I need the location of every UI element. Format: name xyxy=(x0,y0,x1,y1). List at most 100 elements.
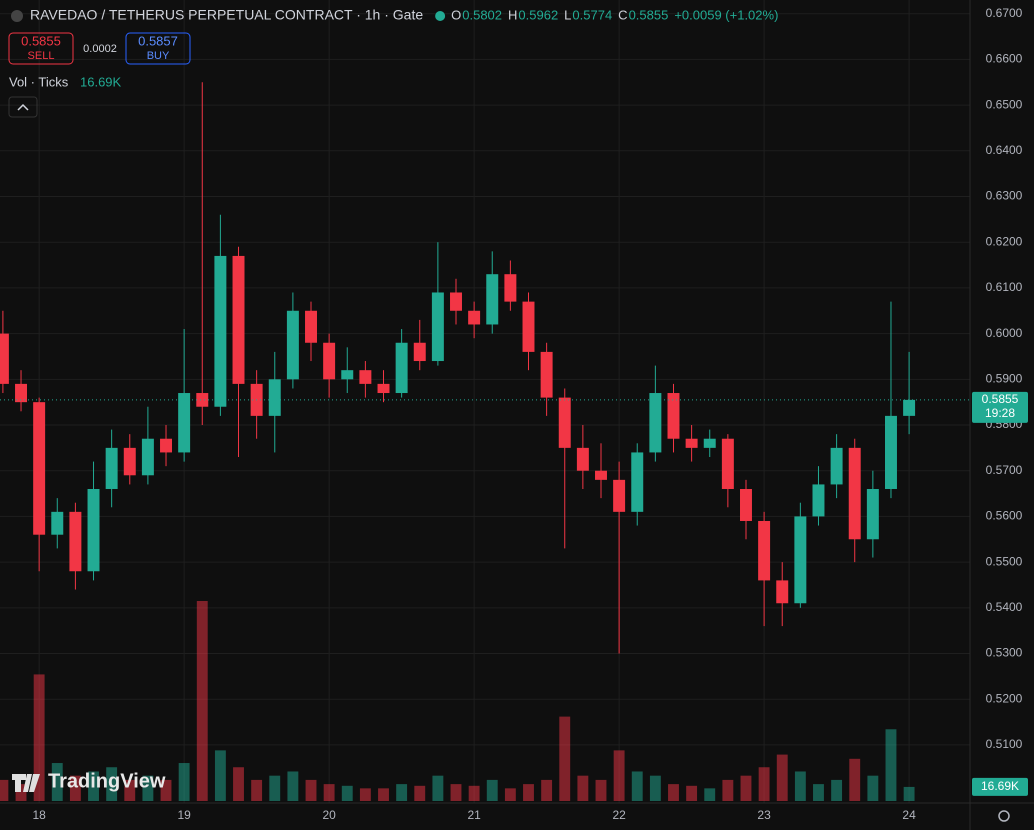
volume-bar xyxy=(341,785,353,801)
y-tick-label: 0.6100 xyxy=(986,280,1023,294)
candle-body xyxy=(323,342,336,380)
buy-box[interactable] xyxy=(125,32,191,65)
volume-bar xyxy=(523,784,534,801)
sell-label[interactable]: SELL xyxy=(28,50,55,62)
volume-bar xyxy=(595,779,607,801)
collapse-icon[interactable] xyxy=(17,103,29,111)
volume-bar xyxy=(69,775,81,801)
volume-bar xyxy=(214,750,226,801)
y-tick-label: 0.5200 xyxy=(986,691,1023,705)
candle-body xyxy=(395,342,408,394)
candle-body xyxy=(214,255,227,407)
volume-bar xyxy=(287,771,299,801)
candle-body xyxy=(721,438,734,489)
countdown: 19:28 xyxy=(985,406,1015,420)
candle-body xyxy=(341,370,354,380)
chart-title: RAVEDAO / TETHERUS PERPETUAL CONTRACT · … xyxy=(30,7,423,23)
candle-body xyxy=(830,447,843,485)
volume-bar xyxy=(233,767,244,801)
volume-bar xyxy=(885,729,897,801)
volume-bar xyxy=(396,784,408,801)
volume-bar xyxy=(813,784,824,801)
header: RAVEDAO / TETHERUS PERPETUAL CONTRACT · … xyxy=(11,7,778,23)
candle-body xyxy=(848,447,861,540)
candle-body xyxy=(450,292,462,311)
sell-button[interactable]: 0.5855 SELL xyxy=(8,32,74,65)
collapse-box[interactable] xyxy=(8,96,38,118)
collapse-button[interactable] xyxy=(8,96,38,118)
candle-body xyxy=(377,383,390,394)
volume-bar xyxy=(831,779,843,801)
watermark: TradingView xyxy=(12,770,166,792)
y-tick-label: 0.6200 xyxy=(986,234,1023,248)
candle-body xyxy=(51,511,64,535)
ohlc-label: O xyxy=(451,7,461,22)
x-tick-label: 20 xyxy=(322,808,336,822)
buy-button[interactable]: 0.5857 BUY xyxy=(125,32,191,65)
ohlc-value: 0.5855 xyxy=(629,7,669,22)
volume-bar xyxy=(51,763,63,801)
volume-bar xyxy=(668,784,679,801)
sell-box[interactable] xyxy=(8,32,74,65)
candle-body xyxy=(268,379,281,416)
status-dot xyxy=(435,11,446,21)
candle-body xyxy=(486,274,499,325)
volume-bar xyxy=(740,775,752,801)
volume-bar xyxy=(541,779,553,801)
ohlc-label: H xyxy=(508,7,517,22)
settings-icon xyxy=(998,810,1010,822)
volume-tag-label: 16.69K xyxy=(981,779,1019,793)
candle-body xyxy=(595,470,607,480)
candle-body xyxy=(33,402,46,535)
volume-bar xyxy=(323,784,335,801)
buy-price[interactable]: 0.5857 xyxy=(138,33,178,48)
y-tick-label: 0.6700 xyxy=(986,6,1023,20)
volume-bar xyxy=(649,775,661,801)
logo xyxy=(12,774,40,792)
candle-body xyxy=(15,383,28,403)
volume-bar xyxy=(776,754,788,801)
candle-body xyxy=(812,484,825,517)
x-tick-label: 24 xyxy=(902,808,916,822)
volume-bar xyxy=(794,771,806,801)
volume-bar xyxy=(269,775,281,801)
volume-bar xyxy=(559,716,571,801)
volume-bar xyxy=(486,779,498,801)
y-tick-label: 0.6000 xyxy=(986,326,1023,340)
volume-bar xyxy=(849,758,861,801)
volume-bar xyxy=(160,779,172,801)
candle-body xyxy=(141,438,154,476)
volume-bar xyxy=(196,601,208,801)
candle-body xyxy=(667,393,680,439)
candle-body xyxy=(740,488,752,521)
volume-pane xyxy=(0,601,915,801)
sell-price[interactable]: 0.5855 xyxy=(21,33,61,48)
candle-body xyxy=(576,447,589,471)
volume-bar xyxy=(88,771,99,801)
candle-body xyxy=(178,393,191,453)
candle-body xyxy=(196,393,209,407)
candle-body xyxy=(540,351,553,398)
volume-bar xyxy=(903,786,915,801)
watermark-text: TradingView xyxy=(48,770,166,792)
candle-body xyxy=(685,438,698,448)
volume-bar xyxy=(432,775,444,801)
volume-bar xyxy=(758,767,770,801)
volume-bar xyxy=(33,674,45,801)
x-tick-label: 19 xyxy=(177,808,191,822)
candle-body xyxy=(703,438,716,448)
candle-body xyxy=(431,292,444,362)
candle-body xyxy=(87,488,100,572)
volume-bar xyxy=(124,779,136,801)
candle-body xyxy=(504,274,517,302)
volume-bar xyxy=(631,771,643,801)
buy-label[interactable]: BUY xyxy=(147,50,170,62)
candle-body xyxy=(631,452,644,512)
volume-bar xyxy=(142,775,154,801)
volume-bar xyxy=(251,779,263,801)
candle-body xyxy=(305,310,317,343)
x-tick-label: 18 xyxy=(32,808,46,822)
x-tick-label: 21 xyxy=(467,808,481,822)
